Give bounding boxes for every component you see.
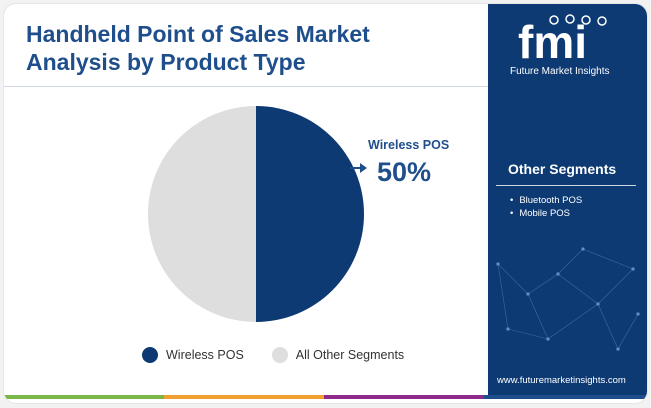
pie-chart bbox=[148, 106, 367, 322]
website-url: www.futuremarketinsights.com bbox=[497, 375, 626, 386]
logo-name: Future Market Insights bbox=[510, 66, 610, 77]
bar-segment-orange bbox=[164, 395, 324, 399]
fmi-logo-icon: fmi bbox=[518, 14, 607, 66]
callout-label: Wireless POS bbox=[368, 138, 450, 152]
pie-slice-all-other-segments bbox=[148, 106, 256, 322]
callout-arrow bbox=[350, 163, 367, 173]
bar-segment-purple bbox=[324, 395, 484, 399]
segments-title: Other Segments bbox=[508, 161, 617, 177]
title-divider bbox=[4, 86, 488, 87]
legend-item-other: All Other Segments bbox=[271, 347, 405, 363]
segments-list: Bluetooth POS Mobile POS bbox=[510, 194, 582, 220]
segment-item: Bluetooth POS bbox=[510, 194, 582, 207]
legend-swatch-other bbox=[271, 347, 288, 363]
legend-item-wireless: Wireless POS bbox=[142, 347, 244, 363]
page-title: Handheld Point of Sales Market Analysis … bbox=[26, 21, 370, 75]
bottom-color-bar bbox=[4, 395, 647, 403]
segments-divider bbox=[496, 185, 636, 186]
bar-segment-blue bbox=[484, 395, 647, 399]
bar-segment-green bbox=[4, 395, 164, 399]
pie-slice-wireless-pos bbox=[256, 106, 364, 322]
legend-label-wireless: Wireless POS bbox=[166, 348, 244, 362]
legend-label-other: All Other Segments bbox=[295, 348, 405, 362]
infographic-card: Handheld Point of Sales Market Analysis … bbox=[4, 4, 647, 403]
legend: Wireless POS All Other Segments bbox=[142, 347, 432, 363]
callout-value: 50% bbox=[377, 157, 432, 187]
sidebar: fmi Future Market Insights Other Segment… bbox=[488, 4, 647, 395]
segment-item: Mobile POS bbox=[510, 207, 582, 220]
legend-swatch-wireless bbox=[142, 347, 158, 363]
network-decoration bbox=[496, 247, 640, 351]
